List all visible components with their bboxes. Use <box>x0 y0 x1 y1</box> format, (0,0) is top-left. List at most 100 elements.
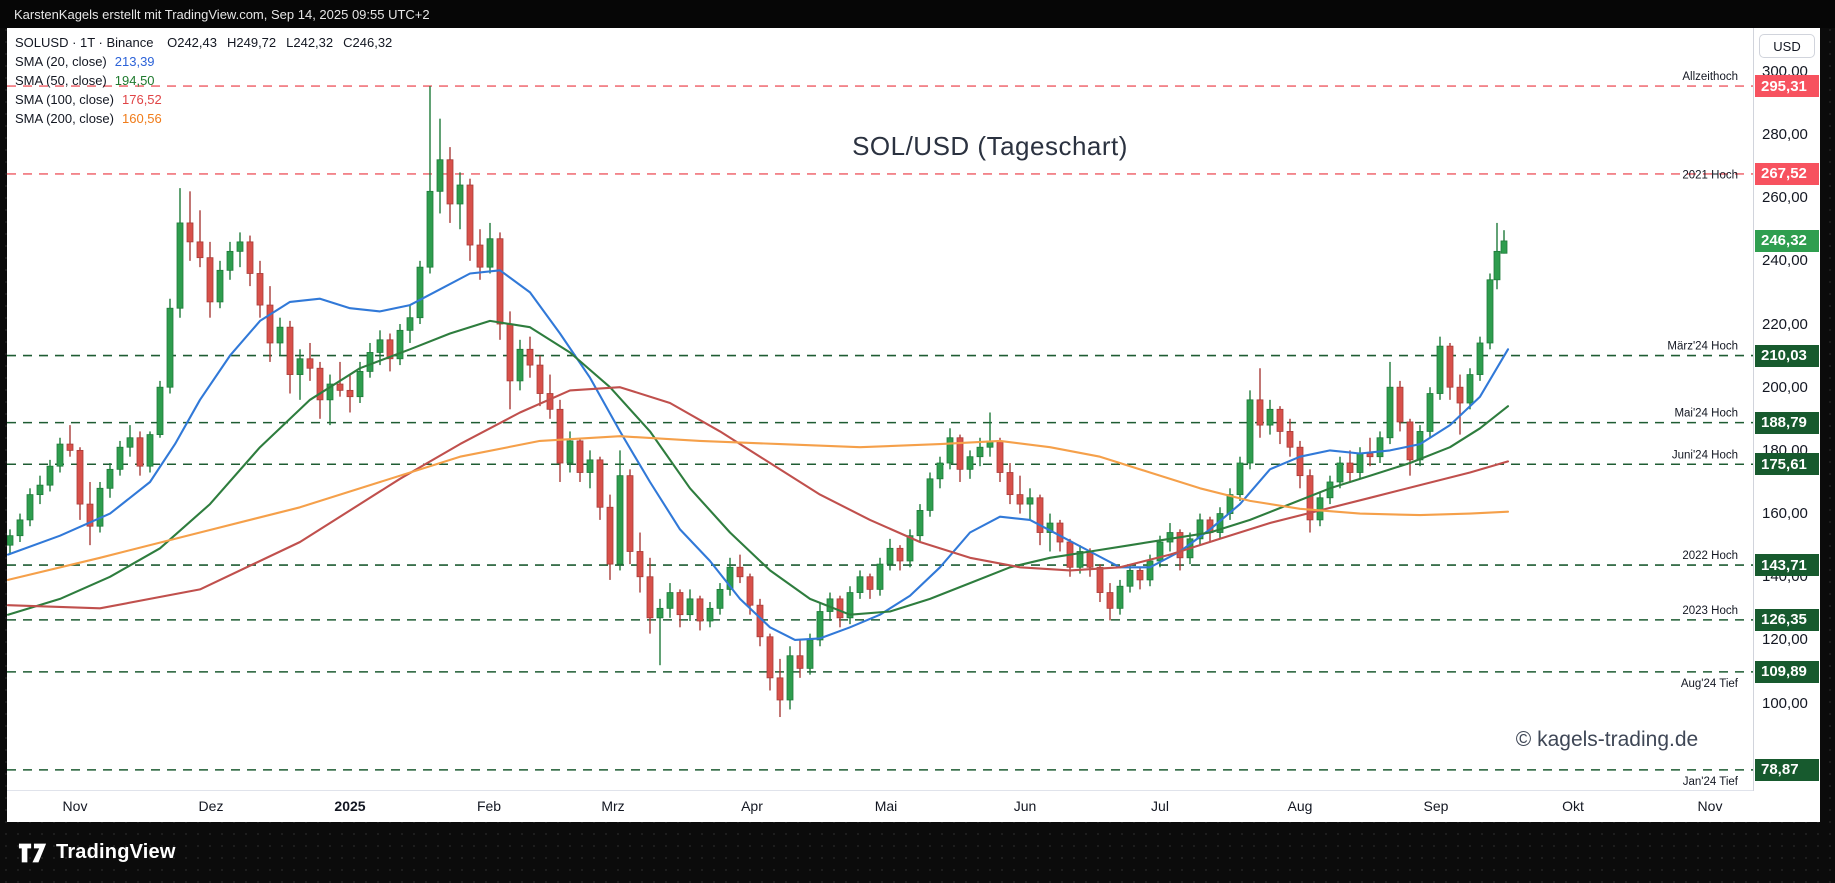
candle-body <box>416 266 424 319</box>
candle-body <box>86 503 94 527</box>
watermark-copyright: © kagels-trading.de <box>1515 728 1699 751</box>
candle-body <box>286 326 294 375</box>
candle-body <box>496 238 504 325</box>
candle-body <box>976 446 984 458</box>
candle-body <box>246 241 254 274</box>
candle-body <box>16 519 24 537</box>
candle-body <box>1246 399 1254 464</box>
candle-body <box>596 459 604 508</box>
candle-body <box>516 348 524 382</box>
price-level-badge: 175,61 <box>1755 453 1819 476</box>
sma-50-line <box>7 319 1510 616</box>
candle-body <box>586 459 594 473</box>
chart-title: SOL/USD (Tageschart) <box>852 131 1128 161</box>
candle-body <box>656 607 664 619</box>
candle-body <box>576 440 584 473</box>
month-label[interactable]: Dez <box>198 798 224 814</box>
candle-body <box>936 462 944 480</box>
candle-body <box>666 592 674 609</box>
header-attribution-text: KarstenKagels erstellt mit TradingView.c… <box>14 6 430 22</box>
legend-indicator-row[interactable]: SMA (50, close) 194,50 <box>15 71 392 90</box>
candle-body <box>506 323 514 382</box>
chart-header-bar: KarstenKagels erstellt mit TradingView.c… <box>0 0 1835 28</box>
candle-body <box>876 563 884 590</box>
candle-body <box>686 598 694 616</box>
candle-body <box>1096 566 1104 593</box>
candle-body <box>1436 345 1444 394</box>
month-label[interactable]: 2025 <box>334 798 366 814</box>
candle-body <box>56 443 64 467</box>
candle-body <box>346 389 354 398</box>
month-label[interactable]: Mrz <box>601 798 625 814</box>
candle-body <box>256 273 264 306</box>
candle-body <box>696 598 704 622</box>
candle-body <box>186 222 194 243</box>
month-label[interactable]: Feb <box>476 798 502 814</box>
ohlc-value: H249,72 <box>226 35 277 50</box>
candle-body <box>926 478 934 511</box>
month-label[interactable]: Aug <box>1287 798 1313 814</box>
candle-body <box>1016 494 1024 505</box>
legend-indicator-row[interactable]: SMA (20, close) 213,39 <box>15 52 392 71</box>
price-level-badge: 126,35 <box>1755 608 1819 631</box>
candle-body <box>706 607 714 622</box>
candle-body <box>486 238 494 268</box>
price-tick-label: 220,00 <box>1762 315 1808 333</box>
candle-body <box>1126 570 1134 587</box>
price-tick-label: 120,00 <box>1762 631 1808 649</box>
candle-body <box>1076 551 1084 568</box>
legend-indicator-row[interactable]: SMA (100, close) 176,52 <box>15 90 392 109</box>
candle-body <box>236 241 244 252</box>
candle-body <box>1006 472 1014 496</box>
candle-body <box>1376 437 1384 458</box>
candle-body <box>546 393 554 410</box>
month-label[interactable]: Mai <box>874 798 898 814</box>
candle-body <box>626 475 634 552</box>
candle-body <box>1106 592 1114 609</box>
time-scale[interactable]: Nov Dez 2025 Feb Mrz Apr Mai Jun Jul Aug Sep Okt Nov <box>7 790 1820 822</box>
level-label: Mai'24 Hoch <box>1674 408 1738 420</box>
month-label[interactable]: Nov <box>1697 798 1723 814</box>
candle-body <box>136 437 144 467</box>
candle-body <box>1500 240 1508 254</box>
level-label: Juni'24 Hoch <box>1672 449 1738 461</box>
legend-symbol-row[interactable]: SOLUSD · 1T · Binance O242,43 H249,72 L242… <box>15 33 392 52</box>
candle-body <box>1196 519 1204 540</box>
candle-body <box>1256 399 1264 426</box>
month-label[interactable]: Jul <box>1151 798 1169 814</box>
month-label[interactable]: Nov <box>62 798 88 814</box>
candle-body <box>1356 453 1364 473</box>
candle-body <box>1116 585 1124 609</box>
candle-body <box>776 677 784 701</box>
candle-body <box>1493 250 1501 281</box>
candle-body <box>436 159 444 192</box>
ohlc-value: O242,43 <box>167 35 217 50</box>
candle-body <box>896 547 904 562</box>
month-label[interactable]: Sep <box>1423 798 1449 814</box>
candle-body <box>1346 462 1354 473</box>
candlestick-chart: Allzeithoch 2021 Hoch März'24 Hoch Mai'24 H… <box>7 71 1753 788</box>
candle-body <box>726 566 734 590</box>
candle-body <box>1036 497 1044 533</box>
currency-toggle-button[interactable]: USD <box>1759 34 1815 58</box>
month-label[interactable]: Okt <box>1562 798 1584 814</box>
tradingview-wordmark: TradingView <box>56 841 176 863</box>
chart-pane[interactable]: Allzeithoch 2021 Hoch März'24 Hoch Mai'24 H… <box>7 28 1753 790</box>
candle-body <box>366 352 374 372</box>
indicator-value: 213,39 <box>114 54 155 69</box>
candle-body <box>906 535 914 562</box>
month-label[interactable]: Apr <box>741 798 763 814</box>
level-label: 2023 Hoch <box>1682 605 1738 617</box>
candle-body <box>1486 279 1494 344</box>
level-label: Aug'24 Tief <box>1681 678 1739 690</box>
legend-indicator-row[interactable]: SMA (200, close) 160,56 <box>15 109 392 128</box>
candle-body <box>276 326 284 344</box>
sma-20-line <box>7 269 1510 641</box>
candle-body <box>316 367 324 401</box>
candle-body <box>36 484 44 496</box>
candle-body <box>796 655 804 669</box>
price-scale[interactable]: USD 300,00 280,00 260,00 240,00 220,00 200,00… <box>1753 28 1820 791</box>
candle-body <box>76 449 84 505</box>
month-label[interactable]: Jun <box>1013 798 1037 814</box>
chart-legend: SOLUSD · 1T · Binance O242,43 H249,72 L242… <box>15 33 392 128</box>
